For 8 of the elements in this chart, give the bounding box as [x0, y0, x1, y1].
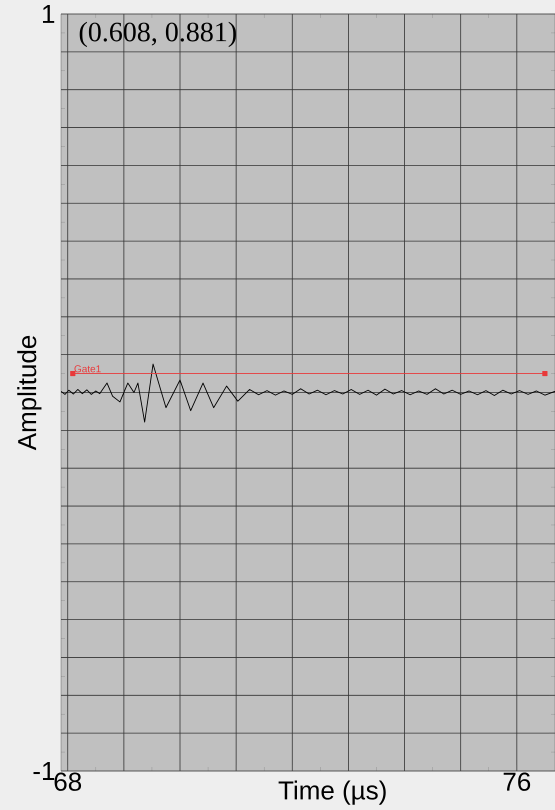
x-tick-label: 68 [54, 772, 81, 791]
line-series [60, 364, 555, 422]
y-tick-label: 1 [42, 5, 54, 23]
series-label: Gate1 [74, 365, 101, 372]
x-axis-title: Time (µs) [278, 780, 386, 805]
y-axis-title: Amplitude [17, 336, 42, 450]
x-tick-label: 76 [504, 772, 530, 791]
y-tick-label: -1 [33, 762, 54, 780]
